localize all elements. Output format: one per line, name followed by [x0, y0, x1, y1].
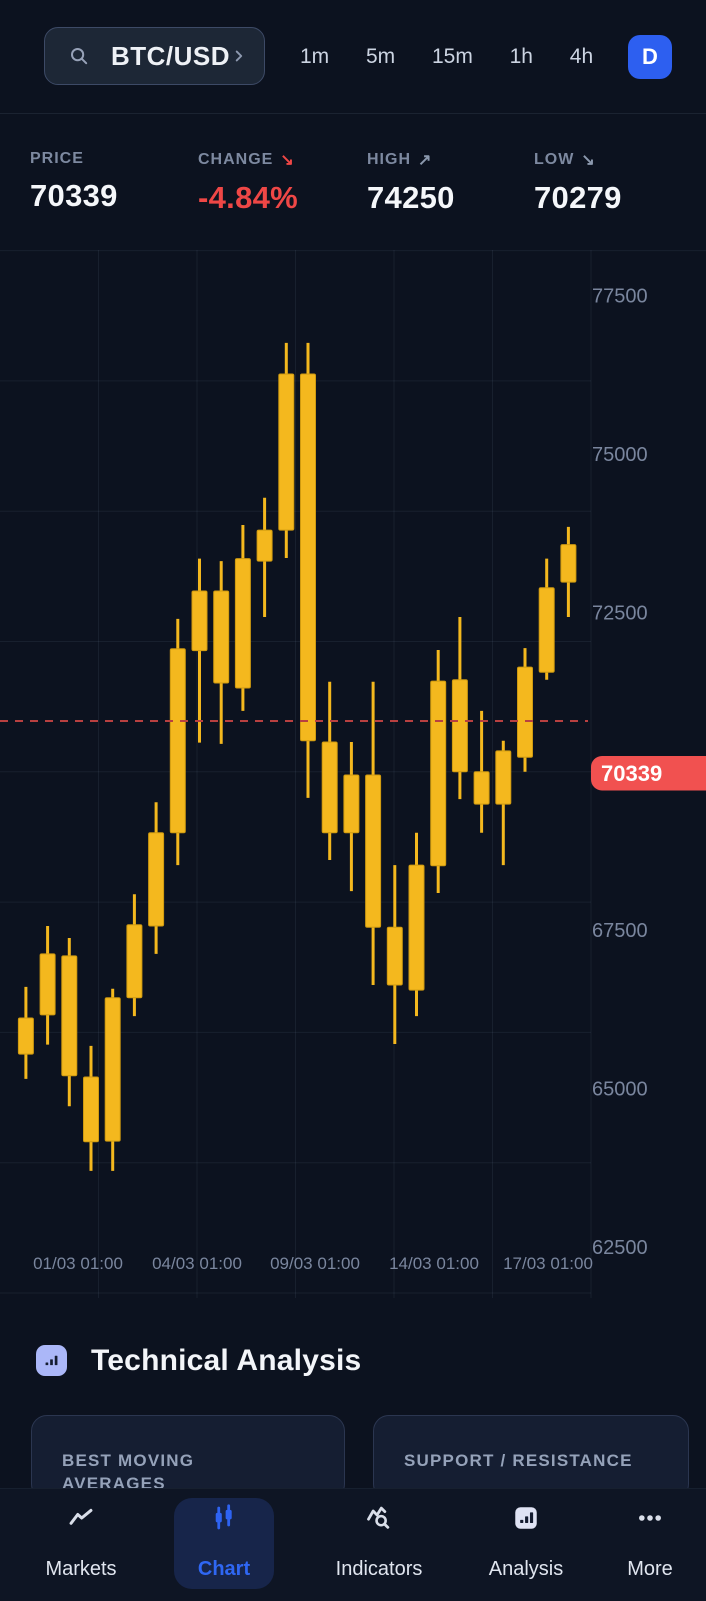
- candle-body: [321, 741, 338, 834]
- x-axis-label: 01/03 01:00: [33, 1254, 123, 1273]
- timeframe-15m[interactable]: 15m: [431, 44, 473, 68]
- candle-body: [473, 771, 490, 805]
- candle-body: [495, 750, 512, 805]
- candle-body: [408, 864, 425, 991]
- candle-body: [148, 832, 165, 927]
- price-label: PRICE: [30, 150, 84, 167]
- stat-high: HIGH ↗ 74250: [367, 150, 455, 216]
- candle-body: [39, 953, 56, 1016]
- candle-body: [343, 774, 360, 834]
- top-bar: BTC/USD 1m 5m 15m 1h 4h D: [0, 0, 706, 114]
- chart-search-icon: [367, 1506, 390, 1529]
- stats-row: PRICE 70339 CHANGE ↘ -4.84% HIGH ↗ 74250…: [0, 113, 706, 245]
- x-axis-label: 17/03 01:00: [503, 1254, 593, 1273]
- x-axis-label: 09/03 01:00: [270, 1254, 360, 1273]
- pair-label: BTC/USD: [111, 40, 231, 71]
- arrow-down-right-icon: ↘: [581, 152, 596, 169]
- price-chart-svg: 70339 77500 75000 72500 67500 65000 62500 01/03…: [0, 250, 706, 1298]
- search-icon: [71, 48, 88, 65]
- active-tab-highlight: [174, 1498, 274, 1589]
- arrow-up-right-icon: ↗: [418, 152, 433, 169]
- bottom-nav: Markets Chart Indicators Analysis: [0, 1488, 706, 1601]
- candlestick-chart[interactable]: 70339 77500 75000 72500 67500 65000 62500 01/03…: [0, 245, 706, 1300]
- bar-chart-icon: [36, 1345, 67, 1376]
- candle-body: [169, 648, 186, 834]
- candle-body: [104, 997, 121, 1142]
- y-axis-label: 62500: [592, 1237, 648, 1259]
- stat-change: CHANGE ↘ -4.84%: [198, 150, 298, 216]
- nav-label: More: [627, 1558, 673, 1580]
- nav-label: Indicators: [335, 1558, 423, 1580]
- candle-body: [386, 926, 403, 986]
- nav-label: Markets: [45, 1558, 117, 1580]
- pair-selector[interactable]: BTC/USD: [44, 27, 265, 85]
- timeframe-4h[interactable]: 4h: [569, 44, 594, 68]
- x-axis-label: 14/03 01:00: [389, 1254, 479, 1273]
- nav-label: Analysis: [488, 1558, 564, 1580]
- candle-body: [126, 924, 143, 999]
- change-value: -4.84%: [198, 180, 299, 215]
- timeframe-1d-active[interactable]: D: [627, 34, 672, 79]
- timeframe-1m[interactable]: 1m: [300, 44, 330, 68]
- candle-body: [256, 529, 273, 562]
- candle-body: [560, 544, 577, 583]
- candle-body: [430, 680, 447, 867]
- candle-body: [300, 373, 316, 742]
- candle-body: [517, 666, 533, 758]
- high-value: 74250: [367, 180, 455, 215]
- change-label: CHANGE: [198, 151, 274, 168]
- y-axis-label: 75000: [592, 444, 648, 466]
- candle-body: [451, 679, 468, 773]
- candle-body: [17, 1017, 34, 1055]
- y-axis-label: 72500: [592, 603, 648, 625]
- timeframe-group: 1m 5m 15m 1h 4h D: [298, 0, 672, 113]
- candle-body: [61, 955, 78, 1077]
- arrow-down-right-icon: ↘: [280, 152, 295, 169]
- y-axis-label: 67500: [592, 920, 648, 942]
- card-title: SUPPORT / RESISTANCE: [404, 1451, 633, 1470]
- bar-chart-square-icon: [515, 1507, 537, 1529]
- stat-price: PRICE 70339: [30, 150, 118, 214]
- nav-label: Chart: [197, 1558, 251, 1580]
- y-axis-label: 65000: [592, 1078, 648, 1100]
- candle-body: [278, 373, 295, 531]
- section-title: Technical Analysis: [91, 1344, 362, 1377]
- candle-body: [213, 590, 230, 684]
- chevron-right-icon: [235, 50, 243, 62]
- stat-low: LOW ↘ 70279: [534, 150, 622, 216]
- card-best-moving-averages[interactable]: BEST MOVING AVERAGES: [31, 1415, 345, 1500]
- price-badge: [591, 756, 706, 791]
- price-badge-label: 70339: [601, 761, 662, 786]
- y-axis-label: 77500: [592, 285, 648, 307]
- high-label: HIGH: [367, 151, 411, 168]
- candlestick-icon: [215, 1504, 232, 1530]
- low-label: LOW: [534, 151, 575, 168]
- price-value: 70339: [30, 178, 118, 213]
- low-value: 70279: [534, 180, 622, 215]
- candle-body: [365, 774, 382, 928]
- candle-body: [83, 1076, 99, 1143]
- candle-body: [234, 558, 251, 689]
- card-support-resistance[interactable]: SUPPORT / RESISTANCE: [373, 1415, 689, 1500]
- x-axis-label: 04/03 01:00: [152, 1254, 242, 1273]
- candle-body: [538, 587, 555, 673]
- candle-body: [191, 590, 208, 652]
- trending-up-icon: [69, 1508, 93, 1525]
- timeframe-1h[interactable]: 1h: [509, 44, 533, 68]
- ellipsis-icon: [639, 1515, 661, 1521]
- timeframe-5m[interactable]: 5m: [365, 44, 396, 68]
